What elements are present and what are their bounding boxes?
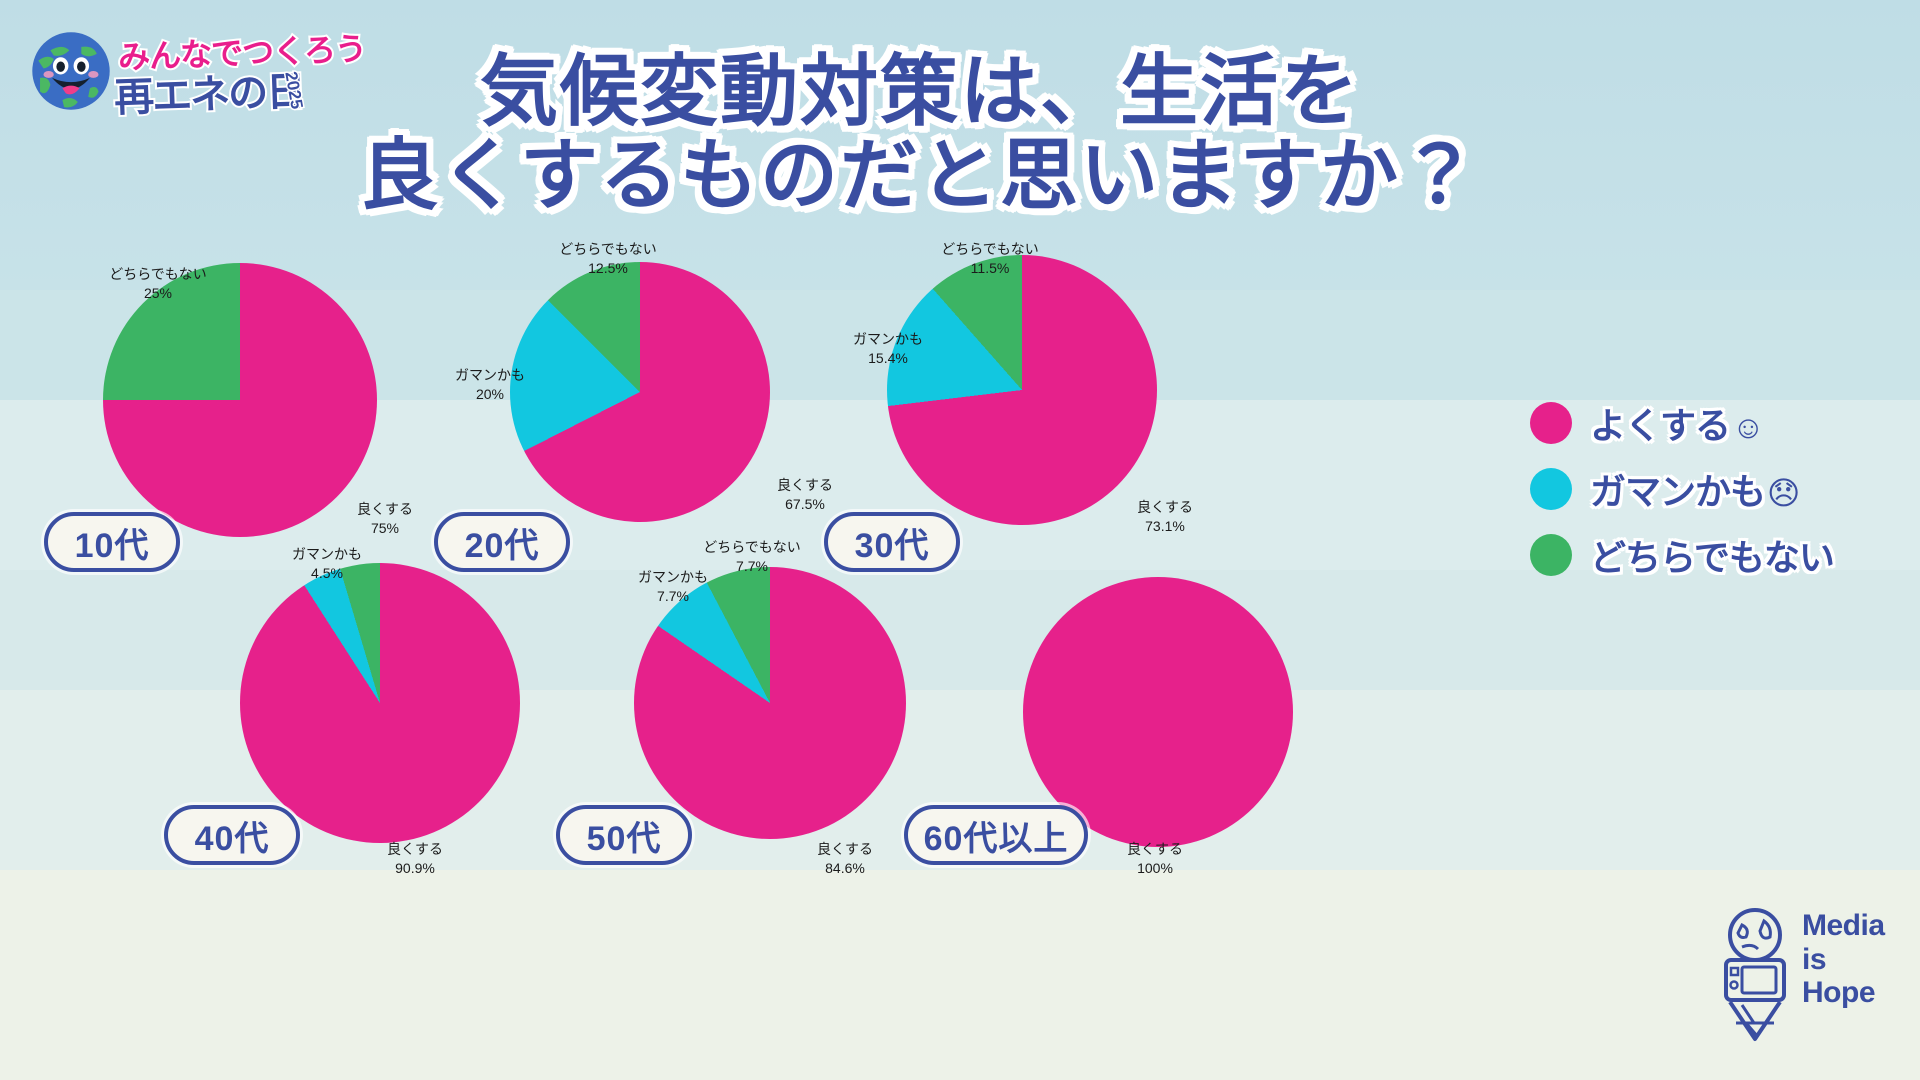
pie-label-name: どちらでもない (109, 266, 207, 282)
legend-item-label: よくする☺ (1590, 405, 1765, 446)
pie-label-value: 75% (370, 519, 400, 536)
pie-label-20代-良くする: 良くする 67.5% (750, 476, 860, 514)
pie-label-50代-どちらでもない: どちらでもない 7.7% (692, 538, 812, 576)
pie-label-50代-ガマンかも: ガマンかも 7.7% (618, 568, 728, 606)
pie-label-value: 20% (475, 385, 505, 402)
pie-label-value: 4.5% (311, 564, 343, 581)
age-badge-30代: 30代 (824, 512, 960, 572)
pie-label-value: 11.5% (970, 259, 1010, 276)
pie-label-20代-どちらでもない: どちらでもない 12.5% (528, 240, 688, 278)
pie-label-30代-どちらでもない: どちらでもない 11.5% (910, 240, 1070, 278)
pie-label-name: 良くする (387, 841, 443, 857)
pie-label-name: 良くする (357, 501, 413, 517)
pie-label-name: どちらでもない (703, 539, 801, 555)
pie-slices (634, 567, 906, 839)
legend-item-label: どちらでもない (1590, 537, 1835, 578)
earth-smiling-icon (32, 32, 110, 110)
legend-item-1: よくする☺ (1530, 400, 1890, 446)
pie-label-value: 90.9% (395, 859, 435, 876)
pie-slices (510, 262, 770, 522)
age-badge-60代以上: 60代以上 (904, 805, 1088, 865)
pie-label-name: 良くする (817, 841, 873, 857)
pie-label-name: 良くする (777, 477, 833, 493)
pie-label-20代-ガマンかも: ガマンかも 20% (440, 366, 540, 404)
pie-label-50代-良くする: 良くする 84.6% (790, 840, 900, 878)
footer-logo-line1: Media (1802, 909, 1885, 942)
background-band-6 (0, 870, 1920, 1080)
pie-label-60代以上-良くする: 良くする 100% (1100, 840, 1210, 878)
pie-label-value: 100% (1137, 859, 1173, 876)
cyan-circle-icon (1530, 468, 1572, 510)
footer-logo: Media is Hope (1712, 905, 1912, 1055)
pie-label-name: ガマンかも (455, 367, 525, 383)
pie-label-name: ガマンかも (292, 546, 362, 562)
pie-label-name: どちらでもない (559, 241, 657, 257)
age-badge-10代: 10代 (44, 512, 180, 572)
pie-chart-50代 (634, 567, 906, 839)
brand-logo: みんなでつくろう 再エネの日 2025 (22, 18, 369, 124)
pie-chart-60代以上 (1023, 577, 1293, 847)
pie-label-value: 7.7% (657, 587, 689, 604)
page-title: 気候変動対策は、生活を 良くするものだと思いますか？ (330, 47, 1510, 219)
pie-label-value: 25% (143, 284, 173, 301)
background-band-1 (0, 0, 1920, 290)
pie-slices (887, 255, 1157, 525)
pie-label-value: 15.4% (868, 349, 908, 366)
legend-item-label: ガマンかも😞 (1590, 471, 1800, 512)
footer-logo-line2: is (1802, 942, 1827, 976)
pie-label-value: 7.7% (736, 557, 768, 574)
page-title-line2: 良くするものだと思いますか？ (359, 130, 1480, 219)
pie-label-name: 良くする (1137, 499, 1193, 515)
pie-label-value: 84.6% (825, 859, 865, 876)
green-circle-icon (1530, 534, 1572, 576)
pie-chart-20代 (510, 262, 770, 522)
brand-logo-line2: 再エネの日 (111, 68, 306, 123)
age-badge-50代: 50代 (556, 805, 692, 865)
pie-label-value: 12.5% (588, 259, 628, 276)
pie-chart-10代 (103, 263, 377, 537)
legend: よくする☺ ガマンかも😞 どちらでもない (1530, 400, 1890, 598)
legend-item-emoji-icon: ☺ (1732, 409, 1765, 445)
pie-label-name: ガマンかも (853, 331, 923, 347)
pie-chart-40代 (240, 563, 520, 843)
pie-slices (240, 563, 520, 843)
age-badge-20代: 20代 (434, 512, 570, 572)
legend-item-3: どちらでもない (1530, 532, 1890, 578)
pie-label-value: 73.1% (1145, 517, 1185, 534)
pie-chart-30代 (887, 255, 1157, 525)
legend-item-emoji-icon: 😞 (1767, 475, 1800, 511)
pie-label-value: 67.5% (785, 495, 825, 512)
pie-label-30代-良くする: 良くする 73.1% (1110, 498, 1220, 536)
legend-item-2: ガマンかも😞 (1530, 466, 1890, 512)
pie-label-name: ガマンかも (638, 569, 708, 585)
pie-label-name: どちらでもない (941, 241, 1039, 257)
pie-slices (1023, 577, 1293, 847)
pink-circle-icon (1530, 402, 1572, 444)
pie-label-40代-ガマンかも: ガマンかも 4.5% (272, 545, 382, 583)
pie-label-10代-良くする: 良くする 75% (330, 500, 440, 538)
age-badge-40代: 40代 (164, 805, 300, 865)
pie-label-10代-どちらでもない: どちらでもない 25% (78, 265, 238, 303)
footer-logo-line3: Hope (1802, 976, 1875, 1010)
pie-slices (103, 263, 377, 537)
media-is-hope-icon (1724, 908, 1786, 1041)
pie-label-40代-良くする: 良くする 90.9% (360, 840, 470, 878)
pie-label-30代-ガマンかも: ガマンかも 15.4% (838, 330, 938, 368)
page-title-line1: 気候変動対策は、生活を (479, 47, 1360, 135)
pie-label-name: 良くする (1127, 841, 1183, 857)
